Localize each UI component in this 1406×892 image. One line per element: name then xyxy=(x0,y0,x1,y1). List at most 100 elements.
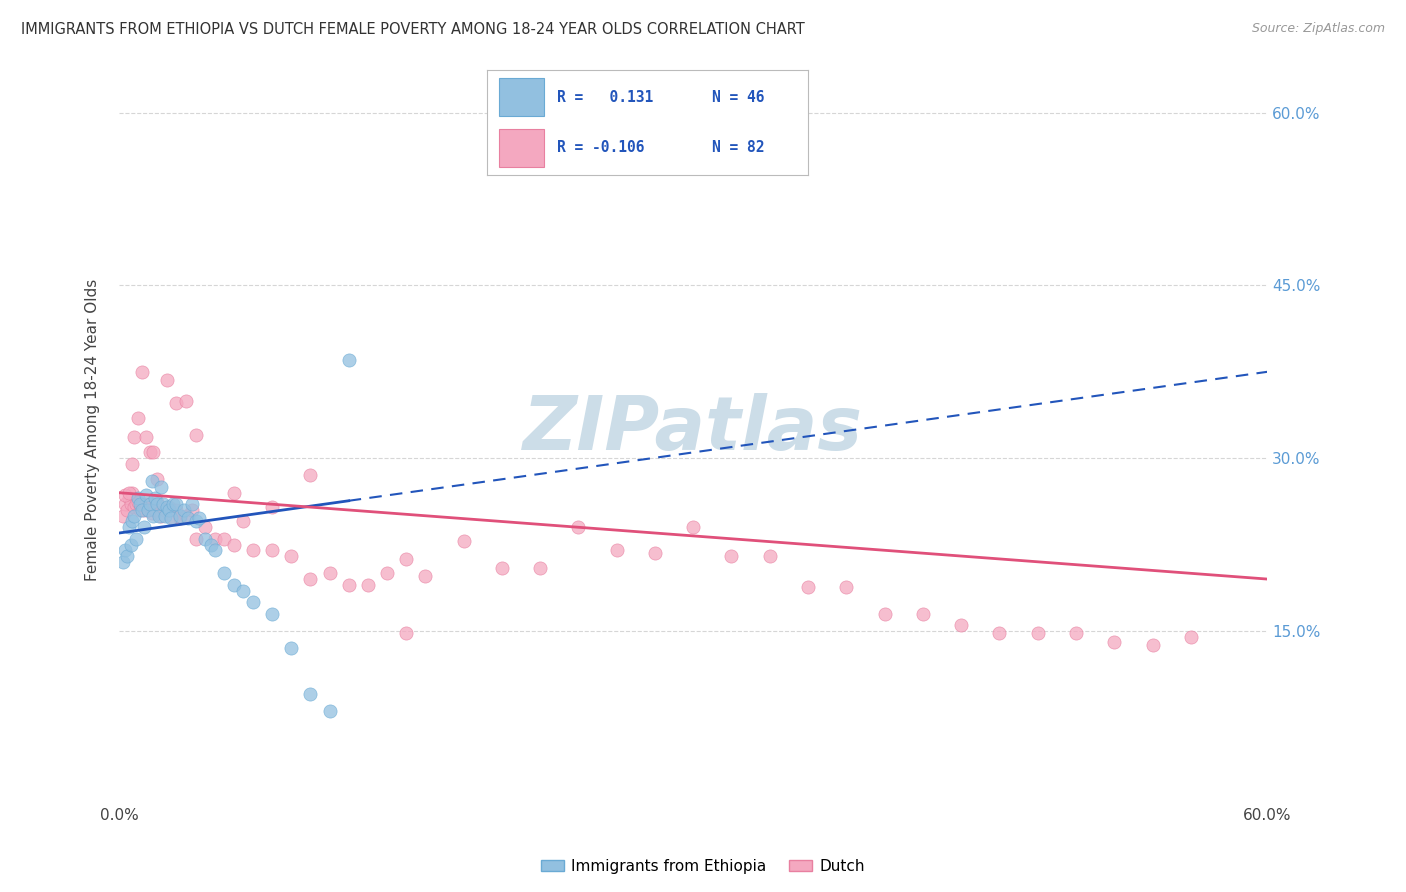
Point xyxy=(453,534,475,549)
Point xyxy=(115,503,138,517)
Point xyxy=(357,578,380,592)
Point xyxy=(188,511,211,525)
Point xyxy=(129,497,152,511)
Point xyxy=(169,508,191,523)
Point xyxy=(127,410,149,425)
Legend: Immigrants from Ethiopia, Dutch: Immigrants from Ethiopia, Dutch xyxy=(534,853,872,880)
Point xyxy=(232,583,254,598)
Point xyxy=(299,687,322,701)
Point xyxy=(318,566,340,581)
Point xyxy=(1026,626,1049,640)
Point xyxy=(141,507,163,521)
Point xyxy=(318,705,340,719)
Point xyxy=(214,532,236,546)
Point xyxy=(125,532,148,546)
Point xyxy=(413,568,436,582)
Point xyxy=(135,488,157,502)
Point xyxy=(111,508,134,523)
Point xyxy=(1102,635,1125,649)
Point xyxy=(214,566,236,581)
Point xyxy=(114,497,136,511)
Text: IMMIGRANTS FROM ETHIOPIA VS DUTCH FEMALE POVERTY AMONG 18-24 YEAR OLDS CORRELATI: IMMIGRANTS FROM ETHIOPIA VS DUTCH FEMALE… xyxy=(21,22,804,37)
Point xyxy=(200,537,222,551)
Point xyxy=(174,393,197,408)
Y-axis label: Female Poverty Among 18-24 Year Olds: Female Poverty Among 18-24 Year Olds xyxy=(86,278,100,581)
Point xyxy=(117,520,139,534)
Point xyxy=(131,497,153,511)
Point xyxy=(174,508,197,523)
Point xyxy=(299,468,322,483)
Point xyxy=(142,445,165,459)
Point xyxy=(136,503,159,517)
Text: Source: ZipAtlas.com: Source: ZipAtlas.com xyxy=(1251,22,1385,36)
Point xyxy=(1142,638,1164,652)
Point xyxy=(242,595,264,609)
Point xyxy=(395,552,418,566)
Text: ZIPatlas: ZIPatlas xyxy=(523,392,863,466)
Point xyxy=(873,607,896,621)
Point xyxy=(194,532,217,546)
Point xyxy=(177,511,200,525)
Point xyxy=(169,511,191,525)
Point xyxy=(121,515,143,529)
Point xyxy=(337,353,360,368)
Point xyxy=(204,532,226,546)
Point xyxy=(150,508,173,523)
Point xyxy=(115,549,138,563)
Point xyxy=(121,457,143,471)
Point xyxy=(150,480,173,494)
Point xyxy=(682,520,704,534)
Point xyxy=(127,495,149,509)
Point xyxy=(262,543,284,558)
Point xyxy=(299,572,322,586)
Point xyxy=(142,508,165,523)
Point xyxy=(758,549,780,563)
Point xyxy=(131,365,153,379)
Point xyxy=(120,497,142,511)
Point xyxy=(117,485,139,500)
Point xyxy=(138,500,160,514)
Point xyxy=(375,566,398,581)
Point xyxy=(797,580,820,594)
Point xyxy=(135,430,157,444)
Point xyxy=(124,500,146,514)
Point xyxy=(184,515,207,529)
Point xyxy=(988,626,1011,640)
Point xyxy=(153,503,176,517)
Point xyxy=(180,497,202,511)
Point xyxy=(114,488,136,502)
Point xyxy=(138,497,160,511)
Point xyxy=(222,485,245,500)
Point xyxy=(156,373,179,387)
Point xyxy=(280,641,302,656)
Point xyxy=(146,472,169,486)
Point xyxy=(337,578,360,592)
Point xyxy=(162,511,184,525)
Point xyxy=(138,445,160,459)
Point xyxy=(395,626,418,640)
Point xyxy=(162,497,184,511)
Point xyxy=(114,543,136,558)
Point xyxy=(120,537,142,551)
Point xyxy=(153,508,176,523)
Point xyxy=(491,560,513,574)
Point xyxy=(166,503,188,517)
Point xyxy=(142,501,165,516)
Point xyxy=(180,503,202,517)
Point xyxy=(529,560,551,574)
Point xyxy=(950,618,973,632)
Point xyxy=(152,497,174,511)
Point xyxy=(1180,630,1202,644)
Point xyxy=(145,491,167,506)
Point xyxy=(159,511,181,525)
Point xyxy=(222,537,245,551)
Point xyxy=(166,396,188,410)
Point xyxy=(132,503,155,517)
Point xyxy=(262,500,284,514)
Point xyxy=(1064,626,1087,640)
Point xyxy=(242,543,264,558)
Point xyxy=(222,578,245,592)
Point xyxy=(129,503,152,517)
Point xyxy=(141,474,163,488)
Point xyxy=(835,580,858,594)
